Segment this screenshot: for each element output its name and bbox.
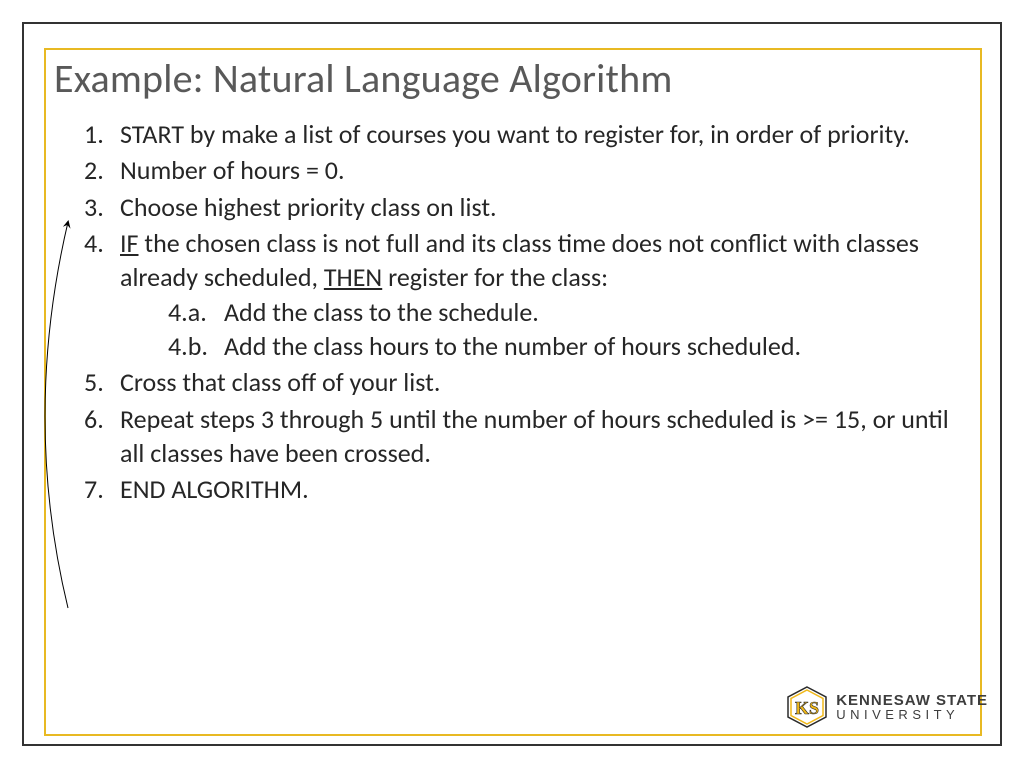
sub-text: Add the class hours to the number of hou… — [224, 330, 801, 362]
step-text: Number of hours = 0. — [120, 154, 345, 186]
substeps: 4.a. Add the class to the schedule. 4.b. A… — [120, 295, 970, 364]
step-text: START by make a list of courses you want… — [120, 118, 910, 150]
logo-line2: UNIVERSITY — [836, 708, 988, 721]
university-logo: KS KENNESAW STATE UNIVERSITY — [786, 686, 988, 728]
svg-text:KS: KS — [795, 698, 819, 718]
step-text: Repeat steps 3 through 5 until the numbe… — [120, 403, 949, 469]
loop-arrow — [30, 218, 80, 618]
logo-line1: KENNESAW STATE — [836, 693, 988, 708]
step-3: Choose highest priority class on list. — [84, 190, 970, 224]
sub-text: Add the class to the schedule. — [224, 296, 539, 328]
if-keyword: IF — [120, 227, 139, 259]
step-text: END ALGORITHM. — [120, 473, 309, 505]
slide-title: Example: Natural Language Algorithm — [54, 54, 970, 103]
step-4b: 4.b. Add the class hours to the number of… — [168, 329, 970, 363]
algorithm-list: START by make a list of courses you want… — [54, 117, 970, 506]
logo-text: KENNESAW STATE UNIVERSITY — [836, 693, 988, 721]
step-6: Repeat steps 3 through 5 until the numbe… — [84, 402, 970, 471]
sub-number: 4.b. — [168, 329, 208, 363]
ks-logo-icon: KS — [786, 686, 828, 728]
then-keyword: THEN — [324, 261, 382, 293]
step-5: Cross that class off of your list. — [84, 365, 970, 399]
step-text: Cross that class off of your list. — [120, 366, 440, 398]
step-4: IF the chosen class is not full and its … — [84, 226, 970, 363]
step-text: Choose highest priority class on list. — [120, 191, 497, 223]
step-tail: register for the class: — [382, 261, 608, 293]
sub-number: 4.a. — [168, 295, 207, 329]
step-4a: 4.a. Add the class to the schedule. — [168, 295, 970, 329]
step-7: END ALGORITHM. — [84, 472, 970, 506]
step-2: Number of hours = 0. — [84, 153, 970, 187]
step-1: START by make a list of courses you want… — [84, 117, 970, 151]
slide-content: Example: Natural Language Algorithm STAR… — [54, 54, 970, 508]
